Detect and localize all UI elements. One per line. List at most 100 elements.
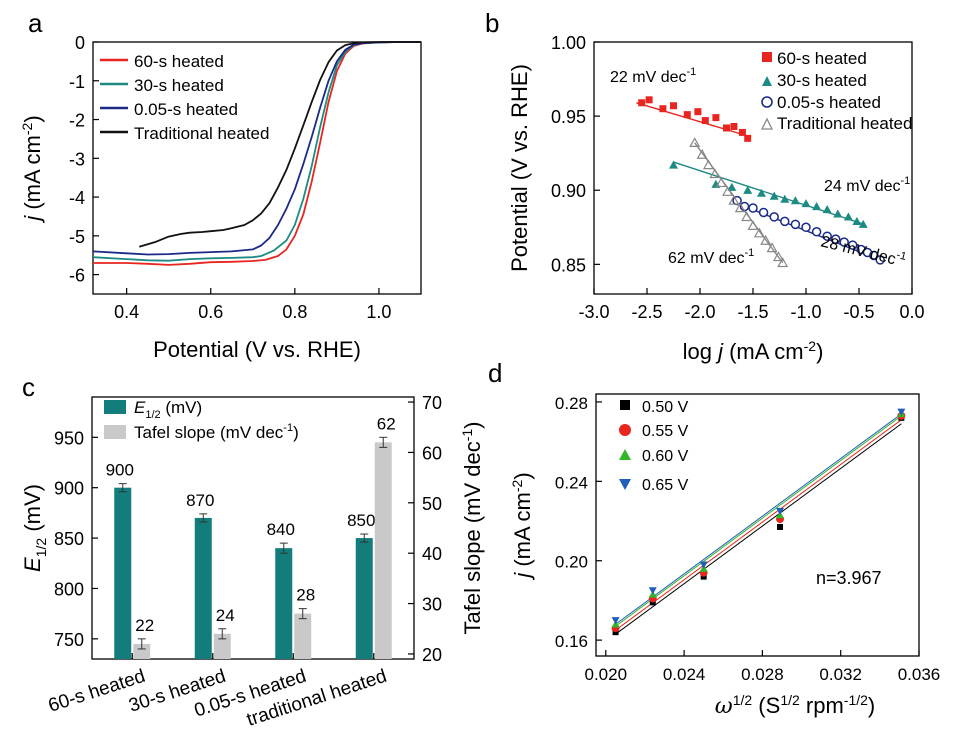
panel-c-legend: E1/2 (mV) Tafel slope (mV dec-1) bbox=[104, 398, 299, 442]
panel-c-right-ytick-label: 50 bbox=[422, 494, 442, 514]
panel-b-point bbox=[645, 96, 653, 104]
panel-d-point bbox=[648, 587, 657, 595]
panel-b-point bbox=[801, 222, 811, 233]
panel-b-point bbox=[722, 185, 734, 196]
panel-b-ytick-label: 1.00 bbox=[551, 33, 586, 53]
panel-b-point bbox=[669, 160, 678, 169]
panel-a-ylabel: j (mA cm-2) bbox=[19, 115, 45, 223]
panel-b-point bbox=[875, 255, 885, 265]
panel-b-point bbox=[843, 212, 853, 221]
panel-c-value-label: 900 bbox=[106, 461, 134, 480]
panel-d-points bbox=[611, 408, 906, 636]
panel-b-point bbox=[858, 219, 868, 228]
panel-c-right-ytick-label: 60 bbox=[422, 443, 442, 463]
legend-b-label-traditional: Traditional heated bbox=[777, 114, 912, 133]
panel-b-point bbox=[790, 196, 800, 205]
legend-a-label-005s: 0.05-s heated bbox=[134, 100, 238, 119]
panel-d-fit-line-1 bbox=[615, 419, 902, 631]
panel-b: -3.0 -2.5 -2.0 -1.5 -1.0 -0.5 0.0 0.85 0.90 0.95 1… bbox=[507, 33, 925, 364]
panel-a-legend: 60-s heated 30-s heated 0.05-s heated Tr… bbox=[100, 52, 269, 143]
panel-b-point bbox=[830, 234, 841, 244]
panel-b-point bbox=[683, 111, 691, 119]
panel-c-value-label: 62 bbox=[377, 414, 396, 433]
panel-b-fit-line-0 bbox=[636, 102, 752, 138]
panel-b-point bbox=[728, 194, 740, 205]
panel-b-ylabel: Potential (V vs. RHE) bbox=[507, 64, 532, 272]
panel-a-ytick-label: -4 bbox=[69, 188, 85, 208]
panel-b-xtick-label: -3.0 bbox=[578, 302, 609, 322]
panel-c-left-ytick-label: 850 bbox=[54, 529, 84, 549]
panel-c-left-ytick-label: 750 bbox=[54, 630, 84, 650]
legend-b-label-005s: 0.05-s heated bbox=[777, 93, 881, 112]
fit-label-005s: 28 mV dec-1 bbox=[819, 230, 908, 270]
panel-d-ytick-label: 0.28 bbox=[555, 394, 588, 413]
legend-d-marker-050 bbox=[620, 400, 630, 410]
panel-c-value-label: 870 bbox=[186, 491, 214, 510]
panel-b-point bbox=[744, 134, 752, 142]
panel-b-xlabel: log j (mA cm-2) bbox=[683, 338, 824, 364]
panel-d-legend: 0.50 V 0.55 V 0.60 V 0.65 V bbox=[619, 399, 689, 494]
panel-c-value-label: 22 bbox=[135, 616, 154, 635]
panel-b-fit-line-1 bbox=[673, 161, 865, 225]
panel-a-ytick-label: -2 bbox=[69, 111, 85, 131]
legend-d-label-055: 0.55 V bbox=[642, 423, 689, 440]
panel-c-bar bbox=[133, 643, 151, 659]
panel-d-fit-line-0 bbox=[615, 423, 902, 635]
legend-b-label-60s: 60-s heated bbox=[777, 49, 867, 68]
panel-label-a: a bbox=[28, 8, 43, 38]
legend-d-label-050: 0.50 V bbox=[642, 399, 689, 416]
legend-a-label-30s: 30-s heated bbox=[134, 76, 224, 95]
panel-c-right-ytick-label: 70 bbox=[422, 393, 442, 413]
panel-b-point bbox=[801, 199, 811, 208]
fit-label-60s: 22 mV dec-1 bbox=[610, 66, 696, 86]
panel-b-point bbox=[756, 188, 766, 197]
legend-d-marker-055 bbox=[619, 424, 631, 436]
panel-a-frame bbox=[92, 41, 422, 295]
panel-b-point bbox=[766, 242, 778, 253]
panel-d-ytick-label: 0.24 bbox=[555, 473, 588, 492]
panel-a-xtick-label: 0.8 bbox=[282, 302, 307, 322]
panel-c-value-label: 850 bbox=[347, 511, 375, 530]
panel-b-point bbox=[741, 211, 753, 222]
panel-c-value-label: 840 bbox=[267, 520, 295, 539]
panel-d-fit-lines bbox=[615, 413, 902, 635]
panel-c-bar bbox=[275, 548, 293, 659]
panel-c-bar bbox=[294, 613, 312, 659]
panel-a-ytick-label: -3 bbox=[69, 149, 85, 169]
panel-d: 0.020 0.024 0.028 0.032 0.036 0.16 0.20 0.24 0.2… bbox=[509, 393, 940, 719]
panel-a-xtick-label: 0.4 bbox=[114, 302, 139, 322]
panel-b-point bbox=[769, 212, 779, 222]
panel-d-point bbox=[611, 617, 620, 625]
panel-a-ytick-label: -1 bbox=[69, 72, 85, 92]
panel-b-ytick-label: 0.85 bbox=[551, 255, 586, 275]
panel-a-series-line-1 bbox=[92, 41, 421, 262]
legend-c-swatch-e12 bbox=[104, 400, 126, 414]
panel-b-point bbox=[715, 177, 727, 188]
panel-label-d: d bbox=[488, 358, 502, 388]
panel-b-point bbox=[822, 231, 832, 241]
panel-b-points bbox=[638, 96, 885, 268]
panel-d-axes: 0.020 0.024 0.028 0.032 0.036 0.16 0.20 0.24 0.2… bbox=[555, 394, 940, 684]
panel-b-point bbox=[727, 182, 737, 191]
panel-b-point bbox=[748, 203, 758, 213]
panel-b-point bbox=[833, 209, 843, 218]
panel-a-ytick-label: -5 bbox=[69, 227, 85, 247]
panel-b-xtick-label: 0.0 bbox=[899, 302, 924, 322]
panel-d-point bbox=[897, 408, 906, 416]
legend-c-label-tafel: Tafel slope (mV dec-1) bbox=[134, 422, 299, 442]
panel-b-point bbox=[747, 220, 759, 231]
panel-b-point bbox=[723, 124, 730, 132]
panel-b-point bbox=[712, 114, 720, 122]
panel-c: 750 800 850 900 950 20 30 40 50 60 70 900 22 870 24 84… bbox=[20, 393, 485, 731]
panel-c-value-label: 24 bbox=[216, 606, 235, 625]
legend-b-label-30s: 30-s heated bbox=[777, 71, 867, 90]
panel-b-xtick-label: -1.5 bbox=[737, 302, 768, 322]
panel-c-left-ytick-label: 900 bbox=[54, 479, 84, 499]
panel-a: 0.4 0.6 0.8 1.0 0 -1 -2 -3 -4 -5 -6 Potential (V v… bbox=[19, 33, 422, 362]
panel-d-ytick-label: 0.16 bbox=[555, 632, 588, 651]
panel-c-bar bbox=[114, 487, 132, 659]
panel-c-value-label: 28 bbox=[296, 586, 315, 605]
panel-b-xtick-label: -1.0 bbox=[790, 302, 821, 322]
